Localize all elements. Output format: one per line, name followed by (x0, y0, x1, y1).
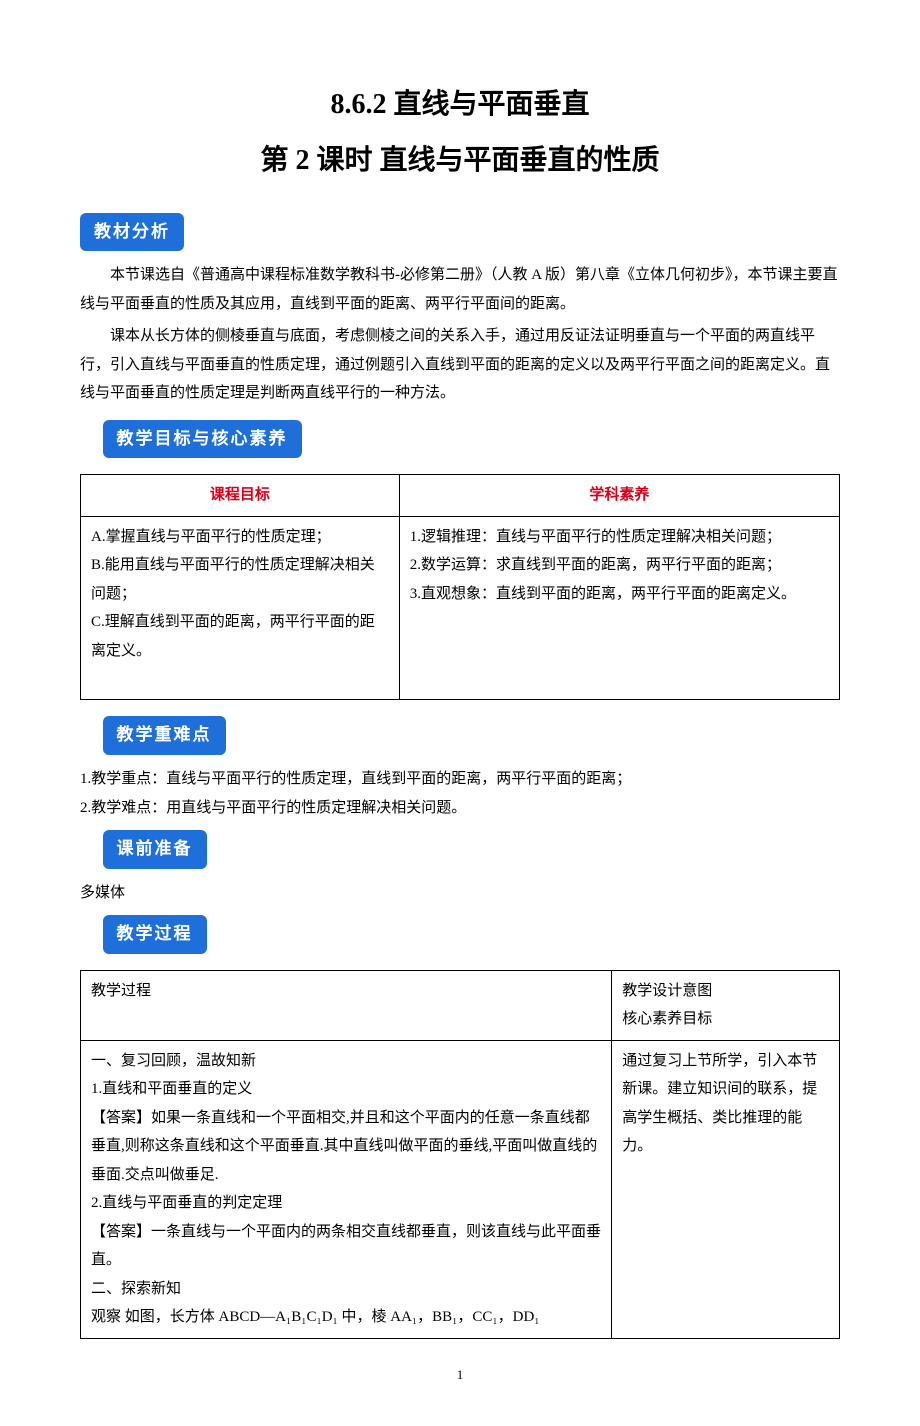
keypoint-2: 2.教学难点：用直线与平面平行的性质定理解决相关问题。 (80, 794, 840, 823)
literacy-1: 1.逻辑推理：直线与平面平行的性质定理解决相关问题； (410, 523, 829, 552)
process-header-right-1: 教学设计意图 (622, 977, 829, 1006)
objective-a: A.掌握直线与平面平行的性质定理； (91, 523, 389, 552)
process-cell-left: 一、复习回顾，温故知新 1.直线和平面垂直的定义 【答案】如果一条直线和一个平面… (81, 1040, 612, 1338)
badge-objectives: 教学目标与核心素养 (103, 420, 302, 459)
objectives-cell-right: 1.逻辑推理：直线与平面平行的性质定理解决相关问题； 2.数学运算：求直线到平面… (399, 516, 839, 700)
objective-b: B.能用直线与平面平行的性质定理解决相关问题； (91, 551, 389, 608)
literacy-2: 2.数学运算：求直线到平面的距离，两平行平面的距离； (410, 551, 829, 580)
process-right-1: 通过复习上节所学，引入本节新课。建立知识间的联系，提高学生概括、类比推理的能力。 (622, 1047, 829, 1161)
keypoint-1: 1.教学重点：直线与平面平行的性质定理，直线到平面的距离，两平行平面的距离； (80, 765, 840, 794)
process-header-left: 教学过程 (81, 970, 612, 1040)
analysis-paragraph-2: 课本从长方体的侧棱垂直与底面，考虑侧棱之间的关系入手，通过用反证法证明垂直与一个… (80, 322, 840, 408)
objective-c: C.理解直线到平面的距离，两平行平面的距离定义。 (91, 608, 389, 665)
process-obs: 观察 如图，长方体 ABCD—A₁B₁C₁D₁ 中，棱 AA₁，BB₁，CC₁，… (91, 1303, 601, 1332)
process-cell-right: 通过复习上节所学，引入本节新课。建立知识间的联系，提高学生概括、类比推理的能力。 (612, 1040, 840, 1338)
title-sub: 第 2 课时 直线与平面垂直的性质 (80, 136, 840, 186)
literacy-3: 3.直观想象：直线到平面的距离，两平行平面的距离定义。 (410, 580, 829, 609)
objectives-table: 课程目标 学科素养 A.掌握直线与平面平行的性质定理； B.能用直线与平面平行的… (80, 474, 840, 700)
badge-process: 教学过程 (103, 915, 207, 954)
process-a2: 【答案】一条直线与一个平面内的两条相交直线都垂直，则该直线与此平面垂直。 (91, 1218, 601, 1275)
badge-analysis: 教材分析 (80, 213, 184, 252)
objectives-header-right: 学科素养 (399, 475, 839, 517)
analysis-paragraph-1: 本节课选自《普通高中课程标准数学教科书-必修第二册》（人教 A 版）第八章《立体… (80, 261, 840, 318)
badge-keypoints: 教学重难点 (103, 716, 226, 755)
process-q1: 1.直线和平面垂直的定义 (91, 1075, 601, 1104)
process-a1: 【答案】如果一条直线和一个平面相交,并且和这个平面内的任意一条直线都垂直,则称这… (91, 1104, 601, 1190)
title-main: 8.6.2 直线与平面垂直 (80, 80, 840, 130)
process-q2: 2.直线与平面垂直的判定定理 (91, 1189, 601, 1218)
process-table: 教学过程 教学设计意图 核心素养目标 一、复习回顾，温故知新 1.直线和平面垂直… (80, 970, 840, 1339)
page-number: 1 (80, 1363, 840, 1386)
badge-prep: 课前准备 (103, 830, 207, 869)
process-header-right: 教学设计意图 核心素养目标 (612, 970, 840, 1040)
objectives-header-left: 课程目标 (81, 475, 400, 517)
process-header-right-2: 核心素养目标 (622, 1005, 829, 1034)
process-h2: 二、探索新知 (91, 1275, 601, 1304)
process-h1: 一、复习回顾，温故知新 (91, 1047, 601, 1076)
prep-text: 多媒体 (80, 879, 840, 908)
objectives-cell-left: A.掌握直线与平面平行的性质定理； B.能用直线与平面平行的性质定理解决相关问题… (81, 516, 400, 700)
